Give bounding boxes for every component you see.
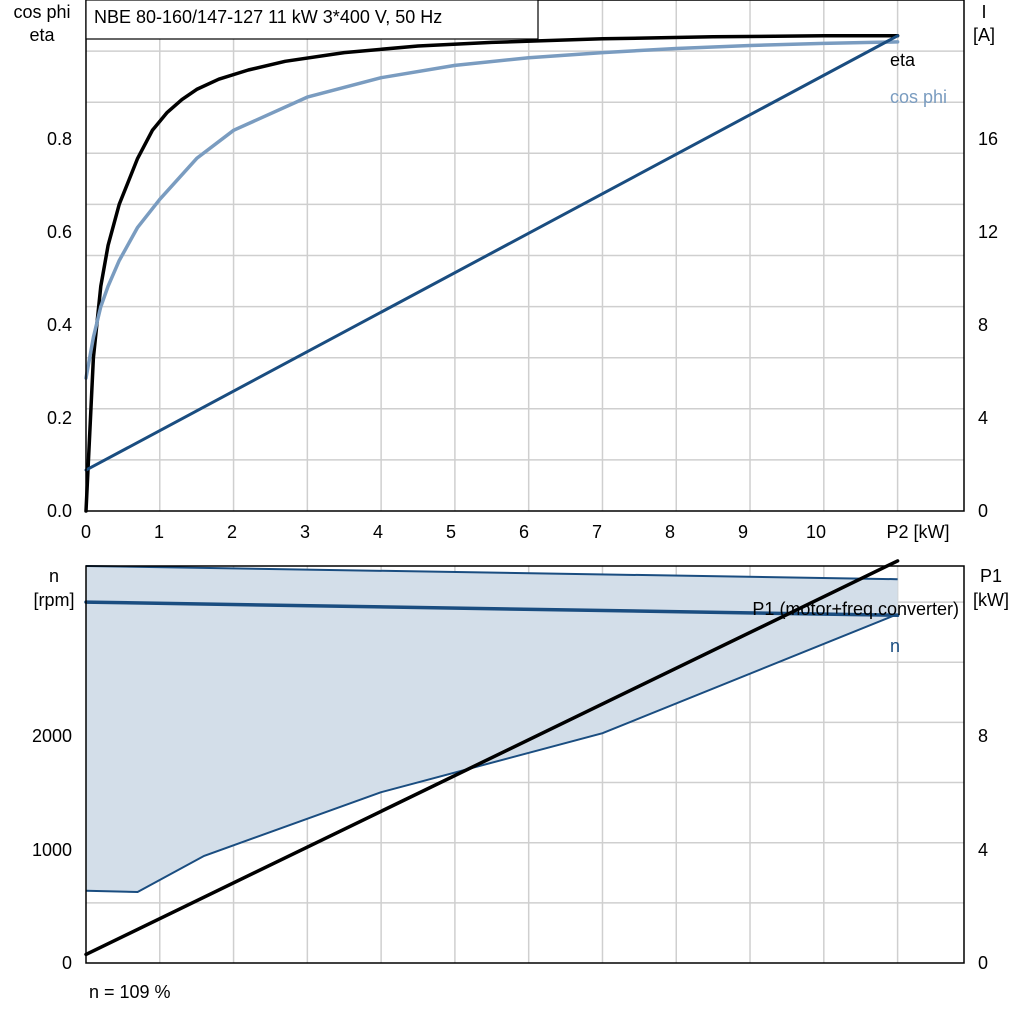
- bottom-right-tick-label: 4: [978, 840, 988, 860]
- top-chart-frame: [85, 0, 965, 512]
- n-series-label: n: [890, 636, 900, 656]
- top-chart-series: [84, 34, 900, 513]
- top-left-axis-label-2: eta: [29, 25, 55, 45]
- top-right-axis-label-2: [A]: [973, 25, 995, 45]
- x-tick-label: 6: [519, 522, 529, 542]
- eta-series-label: eta: [890, 50, 916, 70]
- bottom-right-tick-label: 8: [978, 726, 988, 746]
- bottom-left-axis-label-2: [rpm]: [33, 590, 74, 610]
- top-right-tick-label: 16: [978, 129, 998, 149]
- operating-range-band: [86, 566, 898, 892]
- p1-series-label: P1 (motor+freq.converter): [752, 599, 959, 619]
- top-left-tick-label: 0.4: [47, 315, 72, 335]
- bottom-left-tick-label: 1000: [32, 840, 72, 860]
- bottom-right-axis-label-1: P1: [980, 566, 1002, 586]
- top-right-axis-label-1: I: [981, 2, 986, 22]
- x-tick-label: 9: [738, 522, 748, 542]
- top-right-tick-label: 0: [978, 501, 988, 521]
- x-tick-label: 1: [154, 522, 164, 542]
- bottom-left-axis-label-1: n: [49, 566, 59, 586]
- bottom-chart-series: [84, 559, 900, 957]
- x-tick-label: 7: [592, 522, 602, 542]
- cos-phi-series-label: cos phi: [890, 87, 947, 107]
- chart-title: NBE 80-160/147-127 11 kW 3*400 V, 50 Hz: [94, 7, 442, 27]
- x-tick-label: 2: [227, 522, 237, 542]
- x-tick-label: 5: [446, 522, 456, 542]
- operating-range-lower-edge: [85, 613, 898, 894]
- x-tick-label: 3: [300, 522, 310, 542]
- chart-title-box: [85, 0, 539, 40]
- top-left-axis-label-1: cos phi: [13, 2, 70, 22]
- bottom-left-tick-label: 2000: [32, 726, 72, 746]
- series-n-line: [84, 600, 900, 618]
- x-axis-title: P2 [kW]: [886, 522, 949, 542]
- top-chart-grid: [86, 0, 964, 511]
- top-left-tick-label: 0.2: [47, 408, 72, 428]
- top-right-tick-label: 8: [978, 315, 988, 335]
- speed-footnote: n = 109 %: [89, 982, 171, 1002]
- series-p1-line: [84, 559, 900, 957]
- top-right-tick-label: 12: [978, 222, 998, 242]
- operating-range-upper-edge: [85, 565, 898, 581]
- x-tick-label: 10: [806, 522, 826, 542]
- x-tick-label: 4: [373, 522, 383, 542]
- x-tick-label: 0: [81, 522, 91, 542]
- series-eta-line: [84, 34, 900, 513]
- top-left-tick-label: 0.8: [47, 129, 72, 149]
- x-tick-label: 8: [665, 522, 675, 542]
- top-left-tick-label: 0.0: [47, 501, 72, 521]
- bottom-right-tick-label: 0: [978, 953, 988, 973]
- bottom-chart-frame: [85, 565, 965, 964]
- bottom-left-tick-label: 0: [62, 953, 72, 973]
- top-right-tick-label: 4: [978, 408, 988, 428]
- series-i-line: [84, 34, 900, 472]
- top-left-tick-label: 0.6: [47, 222, 72, 242]
- bottom-right-axis-label-2: [kW]: [973, 590, 1009, 610]
- series-cos-phi-line: [84, 40, 900, 380]
